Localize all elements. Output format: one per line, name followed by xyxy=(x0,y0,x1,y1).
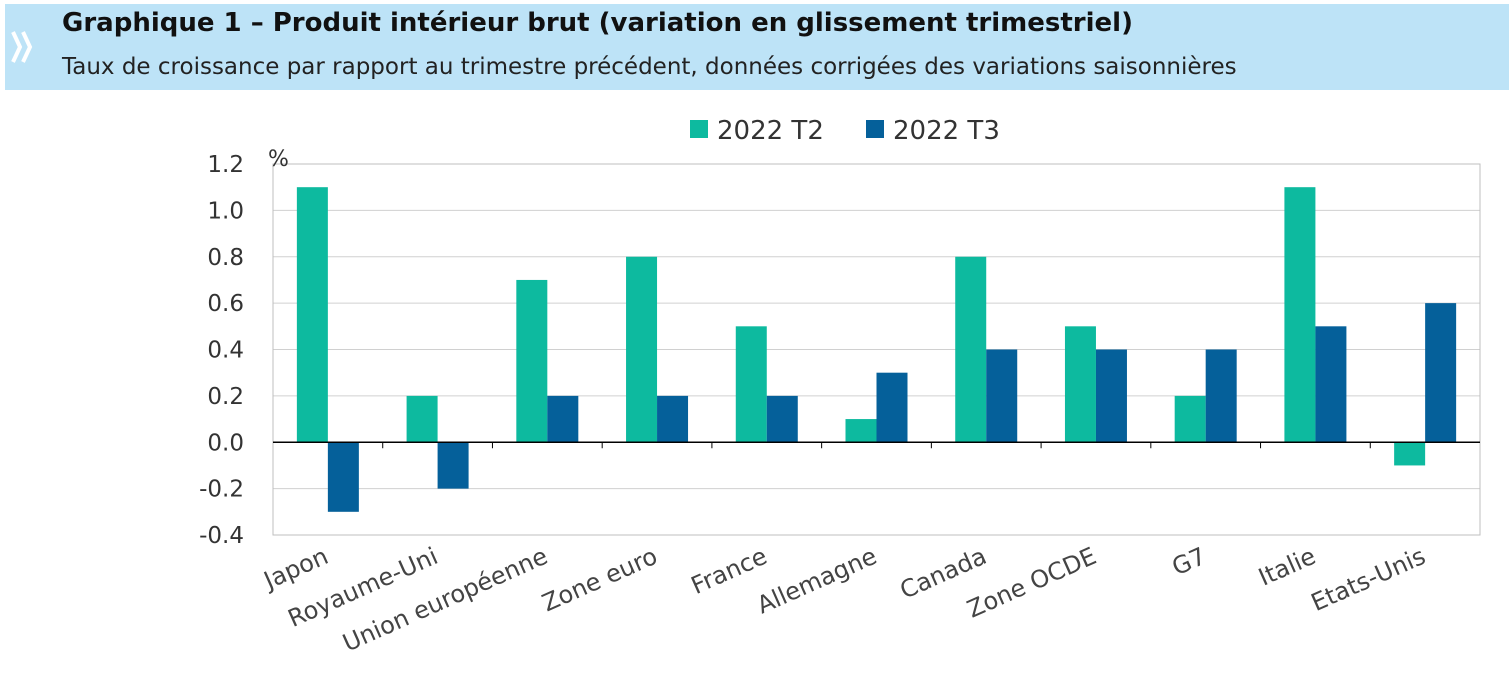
x-tick-label: G7 xyxy=(1168,542,1210,581)
y-tick-label: 0.0 xyxy=(207,430,244,456)
bar-t3 xyxy=(657,395,689,443)
legend-swatch-t3 xyxy=(866,120,884,138)
bars xyxy=(296,187,1457,512)
bar-t3 xyxy=(1205,349,1237,443)
bar-t2 xyxy=(516,279,548,443)
y-tick-label: -0.4 xyxy=(199,523,244,549)
x-tick-label: Etats-Unis xyxy=(1307,542,1430,617)
bar-t2 xyxy=(955,256,987,443)
bar-t2 xyxy=(845,419,877,443)
bar-t3 xyxy=(766,395,798,443)
y-tick-label: 1.0 xyxy=(207,198,244,224)
x-tick-label: Japon xyxy=(258,542,332,596)
bar-t3 xyxy=(327,442,359,512)
bar-t2 xyxy=(406,395,438,443)
bar-t2 xyxy=(1064,326,1096,443)
chart-title: Graphique 1 – Produit intérieur brut (va… xyxy=(62,8,1133,38)
title-banner xyxy=(5,4,1509,90)
axis-labels: 1.21.00.80.60.40.20.0-0.2-0.4JaponRoyaum… xyxy=(199,152,1429,657)
x-tick-label: Allemagne xyxy=(753,542,881,620)
bar-t3 xyxy=(437,442,469,489)
double-chevron-right-icon xyxy=(11,31,33,63)
y-tick-label: -0.2 xyxy=(199,477,244,503)
bar-t3 xyxy=(1095,349,1127,443)
plot-area-frame xyxy=(272,163,1481,536)
legend: 2022 T2 2022 T3 xyxy=(690,116,1000,146)
legend-label: 2022 T2 xyxy=(717,116,824,146)
y-tick-label: 0.4 xyxy=(207,338,244,364)
bar-t2 xyxy=(1394,442,1426,466)
bar-t2 xyxy=(735,326,767,443)
y-tick-label: 0.2 xyxy=(207,384,244,410)
bar-t3 xyxy=(986,349,1018,443)
x-tick-label: Union européenne xyxy=(339,542,552,657)
y-tick-label: 0.8 xyxy=(207,245,244,271)
x-tick-label: Italie xyxy=(1254,542,1320,592)
bar-t2 xyxy=(296,187,328,443)
bar-t3 xyxy=(547,395,579,443)
y-tick-label: 0.6 xyxy=(207,291,244,317)
bar-t3 xyxy=(1315,326,1347,443)
axis-ticks xyxy=(382,442,1371,449)
bar-t3 xyxy=(1425,303,1457,443)
y-tick-label: 1.2 xyxy=(207,152,244,178)
bar-t2 xyxy=(1284,187,1316,443)
y-unit-label: % xyxy=(268,147,289,172)
bar-t2 xyxy=(1174,395,1206,443)
legend-label: 2022 T3 xyxy=(893,116,1000,146)
chart-subtitle: Taux de croissance par rapport au trimes… xyxy=(62,54,1237,80)
x-tick-label: Zone euro xyxy=(538,542,662,617)
bar-t3 xyxy=(876,372,908,443)
bar-t2 xyxy=(626,256,658,443)
legend-swatch-t2 xyxy=(690,120,708,138)
